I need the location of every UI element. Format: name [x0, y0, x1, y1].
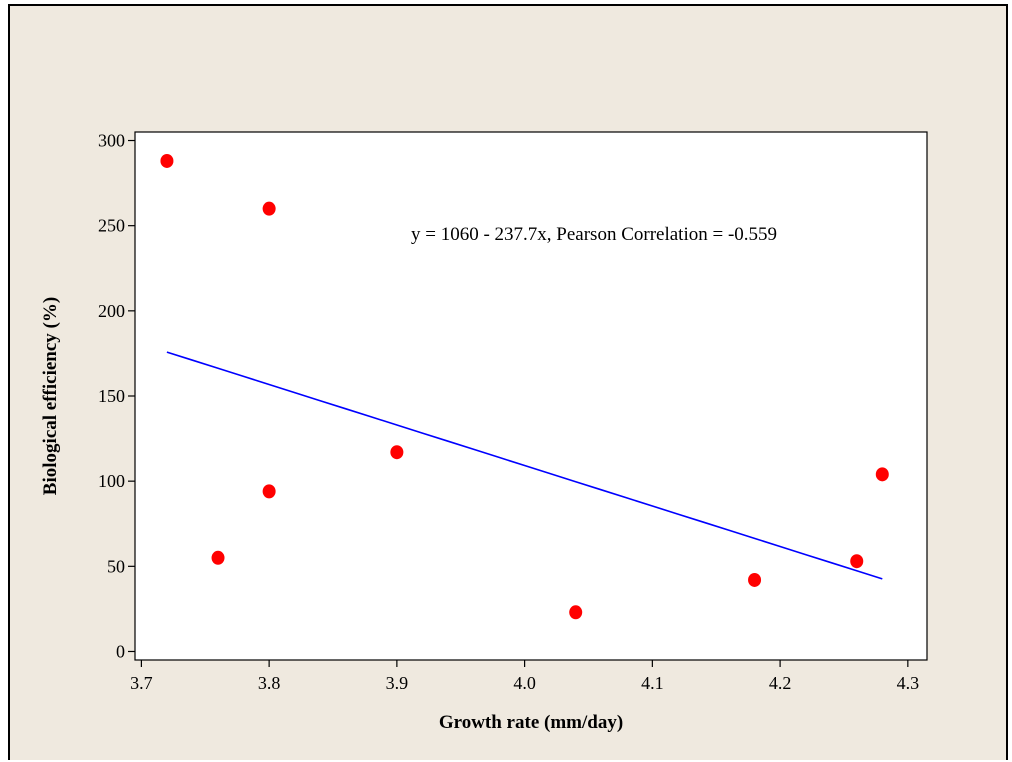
x-tick-label: 4.2	[769, 673, 792, 693]
x-tick-label: 4.3	[897, 673, 920, 693]
chart-frame: 0 50 100 150 200 250 300 3.7 3.8 3.9 4.0 4.1 4.2 4.3…	[8, 4, 1008, 760]
x-tick-label: 3.7	[130, 673, 153, 693]
data-point	[569, 605, 583, 620]
data-point	[160, 153, 174, 168]
y-tick-label: 200	[98, 301, 125, 321]
data-point	[850, 554, 864, 569]
x-axis-title: Growth rate (mm/day)	[439, 712, 623, 733]
data-point	[390, 445, 404, 460]
y-tick-label: 50	[107, 556, 125, 576]
regression-line-group	[166, 351, 883, 580]
x-tick-label: 4.1	[641, 673, 664, 693]
data-point	[211, 550, 225, 565]
x-axis: 3.7 3.8 3.9 4.0 4.1 4.2 4.3	[130, 660, 919, 693]
data-points	[160, 153, 889, 620]
data-point	[748, 572, 762, 587]
y-axis: 0 50 100 150 200 250 300	[98, 131, 135, 661]
regression-line	[166, 351, 883, 580]
x-tick-label: 4.0	[513, 673, 536, 693]
y-axis-title: Biological efficiency (%)	[40, 297, 61, 495]
y-tick-label: 300	[98, 131, 125, 151]
data-point	[262, 484, 276, 499]
regression-annotation: y = 1060 - 237.7x, Pearson Correlation =…	[411, 224, 777, 245]
plot-area	[134, 131, 928, 661]
data-point	[875, 467, 889, 482]
y-tick-label: 100	[98, 471, 125, 491]
scatter-chart: 0 50 100 150 200 250 300 3.7 3.8 3.9 4.0 4.1 4.2 4.3…	[40, 131, 928, 733]
y-tick-label: 150	[98, 386, 125, 406]
y-tick-label: 0	[116, 641, 125, 661]
x-tick-label: 3.9	[386, 673, 409, 693]
y-tick-label: 250	[98, 216, 125, 236]
data-point	[262, 201, 276, 216]
x-tick-label: 3.8	[258, 673, 281, 693]
